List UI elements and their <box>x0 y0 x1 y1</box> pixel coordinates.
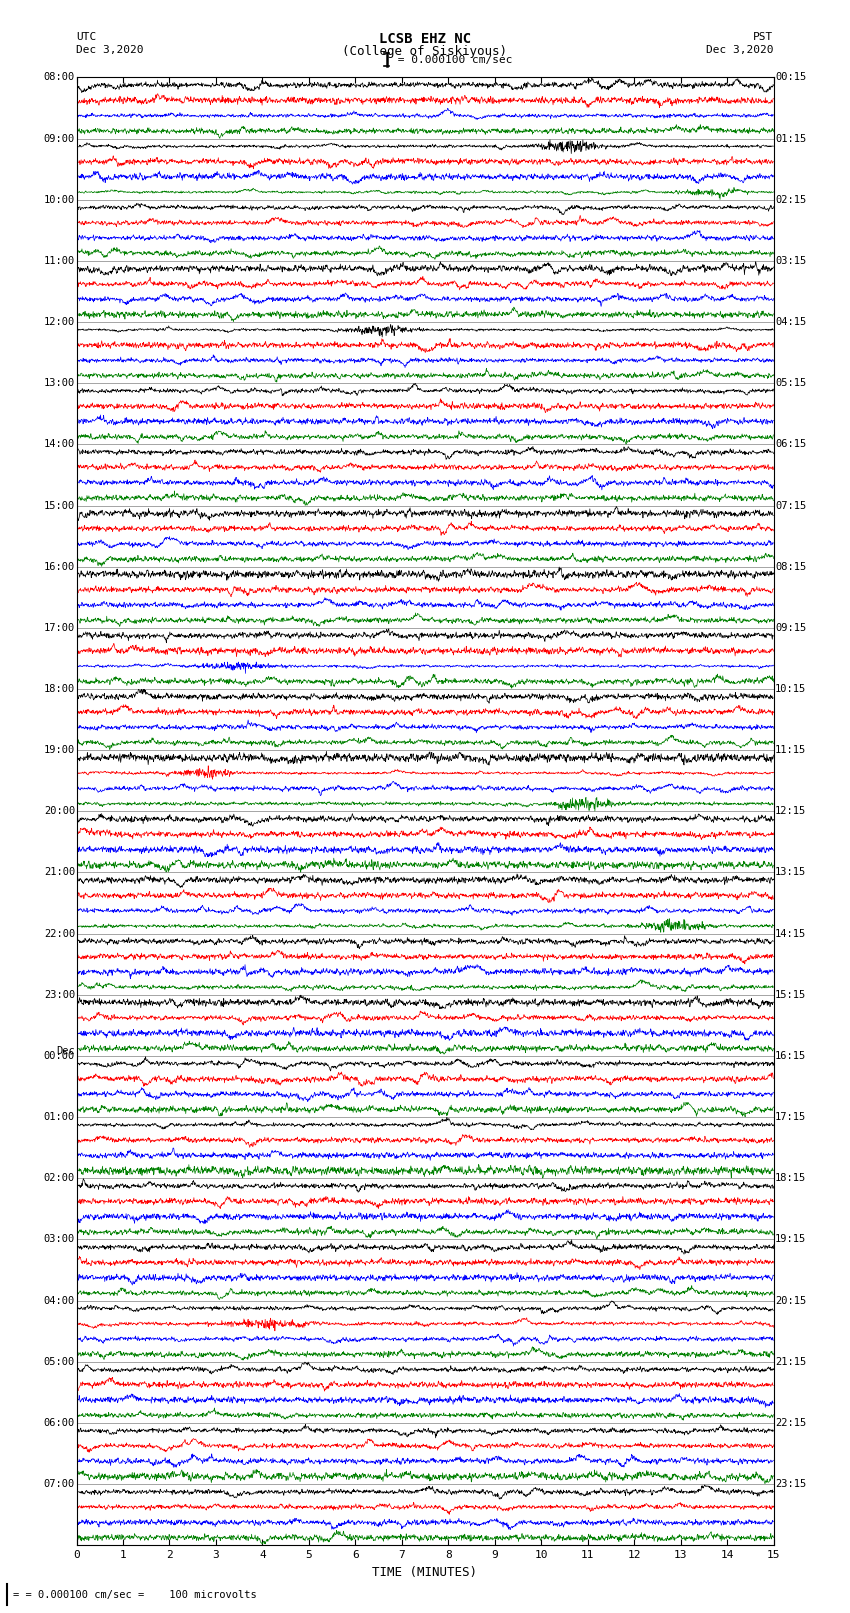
Text: 12:15: 12:15 <box>775 806 806 816</box>
Text: 09:00: 09:00 <box>44 134 75 144</box>
Text: 01:15: 01:15 <box>775 134 806 144</box>
Text: 02:00: 02:00 <box>44 1173 75 1184</box>
Text: 14:00: 14:00 <box>44 439 75 450</box>
Text: 22:00: 22:00 <box>44 929 75 939</box>
Text: 19:00: 19:00 <box>44 745 75 755</box>
Text: 08:00: 08:00 <box>44 73 75 82</box>
Text: 17:15: 17:15 <box>775 1111 806 1123</box>
Text: 11:00: 11:00 <box>44 256 75 266</box>
Text: 07:00: 07:00 <box>44 1479 75 1489</box>
Text: 04:00: 04:00 <box>44 1295 75 1305</box>
Text: 03:15: 03:15 <box>775 256 806 266</box>
Text: 05:15: 05:15 <box>775 377 806 389</box>
Text: 13:15: 13:15 <box>775 868 806 877</box>
Text: 15:15: 15:15 <box>775 990 806 1000</box>
X-axis label: TIME (MINUTES): TIME (MINUTES) <box>372 1566 478 1579</box>
Text: 20:00: 20:00 <box>44 806 75 816</box>
Text: 11:15: 11:15 <box>775 745 806 755</box>
Text: 01:00: 01:00 <box>44 1111 75 1123</box>
Text: Dec 3,2020: Dec 3,2020 <box>706 45 774 55</box>
Text: 00:00: 00:00 <box>44 1052 75 1061</box>
Text: 17:00: 17:00 <box>44 623 75 632</box>
Text: 00:15: 00:15 <box>775 73 806 82</box>
Text: LCSB EHZ NC: LCSB EHZ NC <box>379 32 471 47</box>
Text: 19:15: 19:15 <box>775 1234 806 1245</box>
Text: 15:00: 15:00 <box>44 500 75 511</box>
Text: 23:00: 23:00 <box>44 990 75 1000</box>
Text: 23:15: 23:15 <box>775 1479 806 1489</box>
Text: 21:15: 21:15 <box>775 1357 806 1366</box>
Text: UTC: UTC <box>76 32 97 42</box>
Text: 07:15: 07:15 <box>775 500 806 511</box>
Text: 08:15: 08:15 <box>775 561 806 571</box>
Text: 04:15: 04:15 <box>775 318 806 327</box>
Text: 21:00: 21:00 <box>44 868 75 877</box>
Text: 14:15: 14:15 <box>775 929 806 939</box>
Text: 18:00: 18:00 <box>44 684 75 694</box>
Text: 09:15: 09:15 <box>775 623 806 632</box>
Text: 06:00: 06:00 <box>44 1418 75 1428</box>
Text: = 0.000100 cm/sec: = 0.000100 cm/sec <box>391 55 513 65</box>
Text: 05:00: 05:00 <box>44 1357 75 1366</box>
Text: 12:00: 12:00 <box>44 318 75 327</box>
Text: 16:00: 16:00 <box>44 561 75 571</box>
Text: 10:00: 10:00 <box>44 195 75 205</box>
Text: 16:15: 16:15 <box>775 1052 806 1061</box>
Text: PST: PST <box>753 32 774 42</box>
Text: Dec 3,2020: Dec 3,2020 <box>76 45 144 55</box>
Text: = = 0.000100 cm/sec =    100 microvolts: = = 0.000100 cm/sec = 100 microvolts <box>13 1590 257 1600</box>
Text: 02:15: 02:15 <box>775 195 806 205</box>
Text: 03:00: 03:00 <box>44 1234 75 1245</box>
Text: Dec: Dec <box>56 1047 75 1057</box>
Text: 13:00: 13:00 <box>44 377 75 389</box>
Text: 10:15: 10:15 <box>775 684 806 694</box>
Text: 20:15: 20:15 <box>775 1295 806 1305</box>
Text: (College of Siskiyous): (College of Siskiyous) <box>343 45 507 58</box>
Text: 18:15: 18:15 <box>775 1173 806 1184</box>
Text: 22:15: 22:15 <box>775 1418 806 1428</box>
Text: 06:15: 06:15 <box>775 439 806 450</box>
